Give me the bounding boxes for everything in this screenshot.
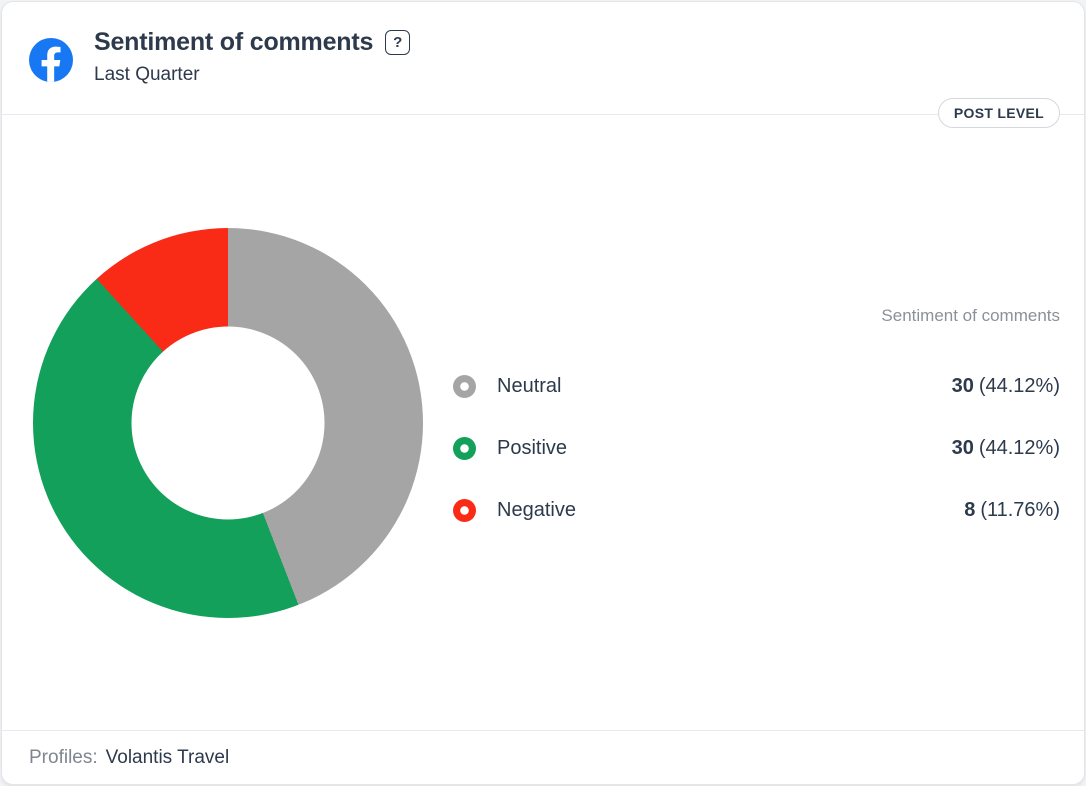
legend-row-positive: Positive 30 (44.12%) [453, 436, 1060, 460]
period-subtitle: Last Quarter [94, 64, 200, 85]
legend-value: 8 (11.76%) [964, 498, 1060, 521]
help-icon[interactable]: ? [385, 30, 411, 55]
title-block: Sentiment of comments ? Last Quarter [94, 28, 411, 86]
page-title: Sentiment of comments [94, 28, 374, 56]
positive-marker-icon [453, 436, 476, 460]
donut-chart[interactable] [33, 228, 423, 618]
widget-body: Sentiment of comments Neutral 30 (44.12%)… [2, 115, 1084, 731]
legend-row-neutral: Neutral 30 (44.12%) [453, 374, 1060, 398]
legend-value: 30 (44.12%) [951, 374, 1060, 397]
widget-header: Sentiment of comments ? Last Quarter POS… [2, 2, 1084, 128]
legend-value: 30 (44.12%) [951, 436, 1060, 459]
legend-label: Negative [497, 498, 576, 521]
profiles-value: Volantis Travel [105, 746, 230, 768]
legend-row-negative: Negative 8 (11.76%) [453, 498, 1060, 522]
facebook-icon [29, 38, 73, 82]
legend-column-header: Sentiment of comments [881, 306, 1060, 325]
widget-footer: Profiles: Volantis Travel [2, 730, 1084, 784]
legend-label: Neutral [497, 374, 562, 397]
post-level-badge: POST LEVEL [937, 98, 1060, 128]
neutral-marker-icon [453, 374, 476, 398]
profiles-label: Profiles: [29, 746, 98, 768]
legend-label: Positive [497, 436, 568, 459]
negative-marker-icon [453, 498, 476, 522]
chart-legend: Sentiment of comments Neutral 30 (44.12%)… [453, 306, 1060, 560]
